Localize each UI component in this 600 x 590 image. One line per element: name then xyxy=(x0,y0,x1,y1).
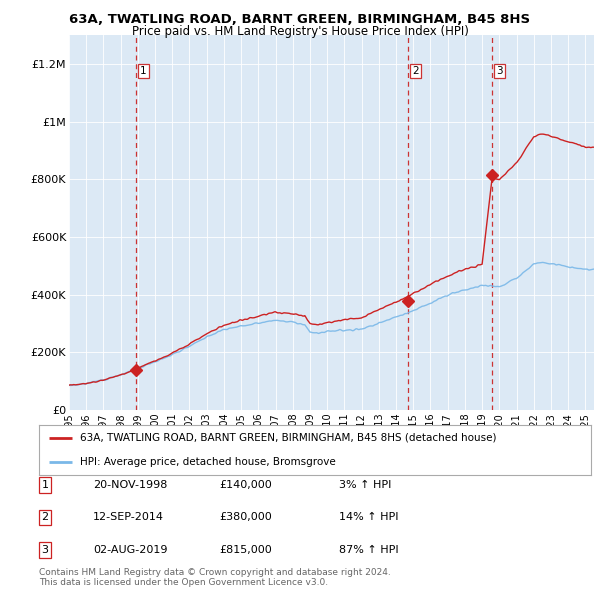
Text: £815,000: £815,000 xyxy=(219,545,272,555)
Text: £140,000: £140,000 xyxy=(219,480,272,490)
Text: HPI: Average price, detached house, Bromsgrove: HPI: Average price, detached house, Brom… xyxy=(80,457,336,467)
Text: 20-NOV-1998: 20-NOV-1998 xyxy=(93,480,167,490)
Text: 12-SEP-2014: 12-SEP-2014 xyxy=(93,513,164,522)
Text: 02-AUG-2019: 02-AUG-2019 xyxy=(93,545,167,555)
Text: Contains HM Land Registry data © Crown copyright and database right 2024.
This d: Contains HM Land Registry data © Crown c… xyxy=(39,568,391,587)
Text: £380,000: £380,000 xyxy=(219,513,272,522)
Text: 2: 2 xyxy=(412,65,419,76)
Text: 3% ↑ HPI: 3% ↑ HPI xyxy=(339,480,391,490)
Text: 14% ↑ HPI: 14% ↑ HPI xyxy=(339,513,398,522)
Text: 3: 3 xyxy=(496,65,503,76)
Text: 2: 2 xyxy=(41,513,49,522)
Text: 63A, TWATLING ROAD, BARNT GREEN, BIRMINGHAM, B45 8HS: 63A, TWATLING ROAD, BARNT GREEN, BIRMING… xyxy=(70,13,530,26)
Text: 1: 1 xyxy=(140,65,147,76)
Text: 1: 1 xyxy=(41,480,49,490)
Text: 3: 3 xyxy=(41,545,49,555)
Text: 87% ↑ HPI: 87% ↑ HPI xyxy=(339,545,398,555)
Text: 63A, TWATLING ROAD, BARNT GREEN, BIRMINGHAM, B45 8HS (detached house): 63A, TWATLING ROAD, BARNT GREEN, BIRMING… xyxy=(80,433,497,443)
Text: Price paid vs. HM Land Registry's House Price Index (HPI): Price paid vs. HM Land Registry's House … xyxy=(131,25,469,38)
